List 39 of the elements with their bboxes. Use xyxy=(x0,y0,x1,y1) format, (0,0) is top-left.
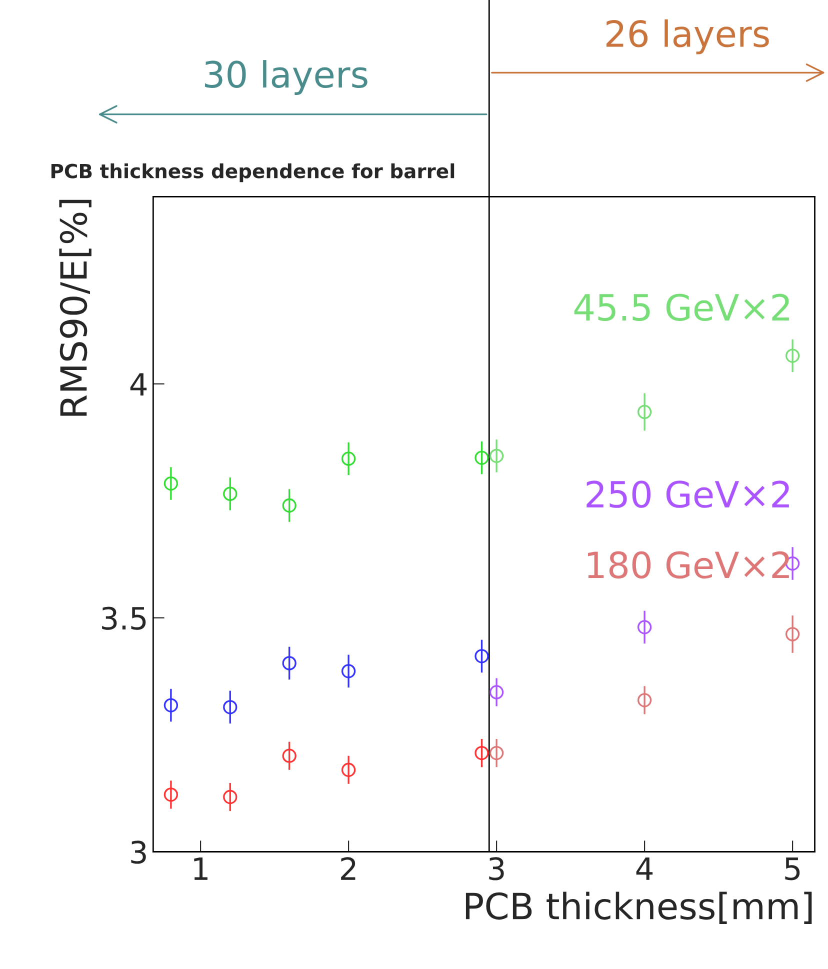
text: 26 layers xyxy=(606,19,769,54)
chart-title: PCB thickness dependence for barrel xyxy=(51,163,454,182)
point xyxy=(341,762,356,777)
point xyxy=(474,649,489,664)
point xyxy=(637,404,652,420)
point xyxy=(489,448,504,463)
point xyxy=(164,698,178,712)
point xyxy=(282,656,296,670)
point xyxy=(223,790,238,804)
x-tick-label: 2 xyxy=(341,857,356,880)
x-tick-label: 3 xyxy=(489,857,504,880)
point xyxy=(164,788,178,802)
point xyxy=(341,664,356,678)
point xyxy=(637,693,652,708)
point xyxy=(164,476,178,491)
y-axis-title: RMS90/E[%] xyxy=(59,200,92,416)
series-label: 250 GeV×2 xyxy=(586,480,789,508)
point xyxy=(341,452,356,466)
series-label: 45.5 GeV×2 xyxy=(574,294,789,322)
series-label: 180 GeV×2 xyxy=(588,551,789,579)
point xyxy=(785,348,800,363)
point xyxy=(489,685,504,700)
point xyxy=(223,486,238,501)
point xyxy=(282,498,296,513)
point xyxy=(474,450,489,465)
point xyxy=(785,627,800,642)
point xyxy=(637,620,652,634)
y-tick-label: 3.5 xyxy=(102,606,146,630)
x-tick-label: 1 xyxy=(194,858,208,880)
x-tick-label: 5 xyxy=(785,858,800,880)
y-tick-label: 4 xyxy=(130,373,147,396)
point xyxy=(282,748,296,763)
point xyxy=(489,746,504,760)
point xyxy=(474,746,489,760)
x-tick-label: 4 xyxy=(636,858,653,880)
text: 30 layers xyxy=(204,60,368,95)
point xyxy=(223,700,238,714)
x-axis-title: PCB thickness[mm] xyxy=(466,892,812,924)
y-tick-label: 3 xyxy=(131,840,146,864)
